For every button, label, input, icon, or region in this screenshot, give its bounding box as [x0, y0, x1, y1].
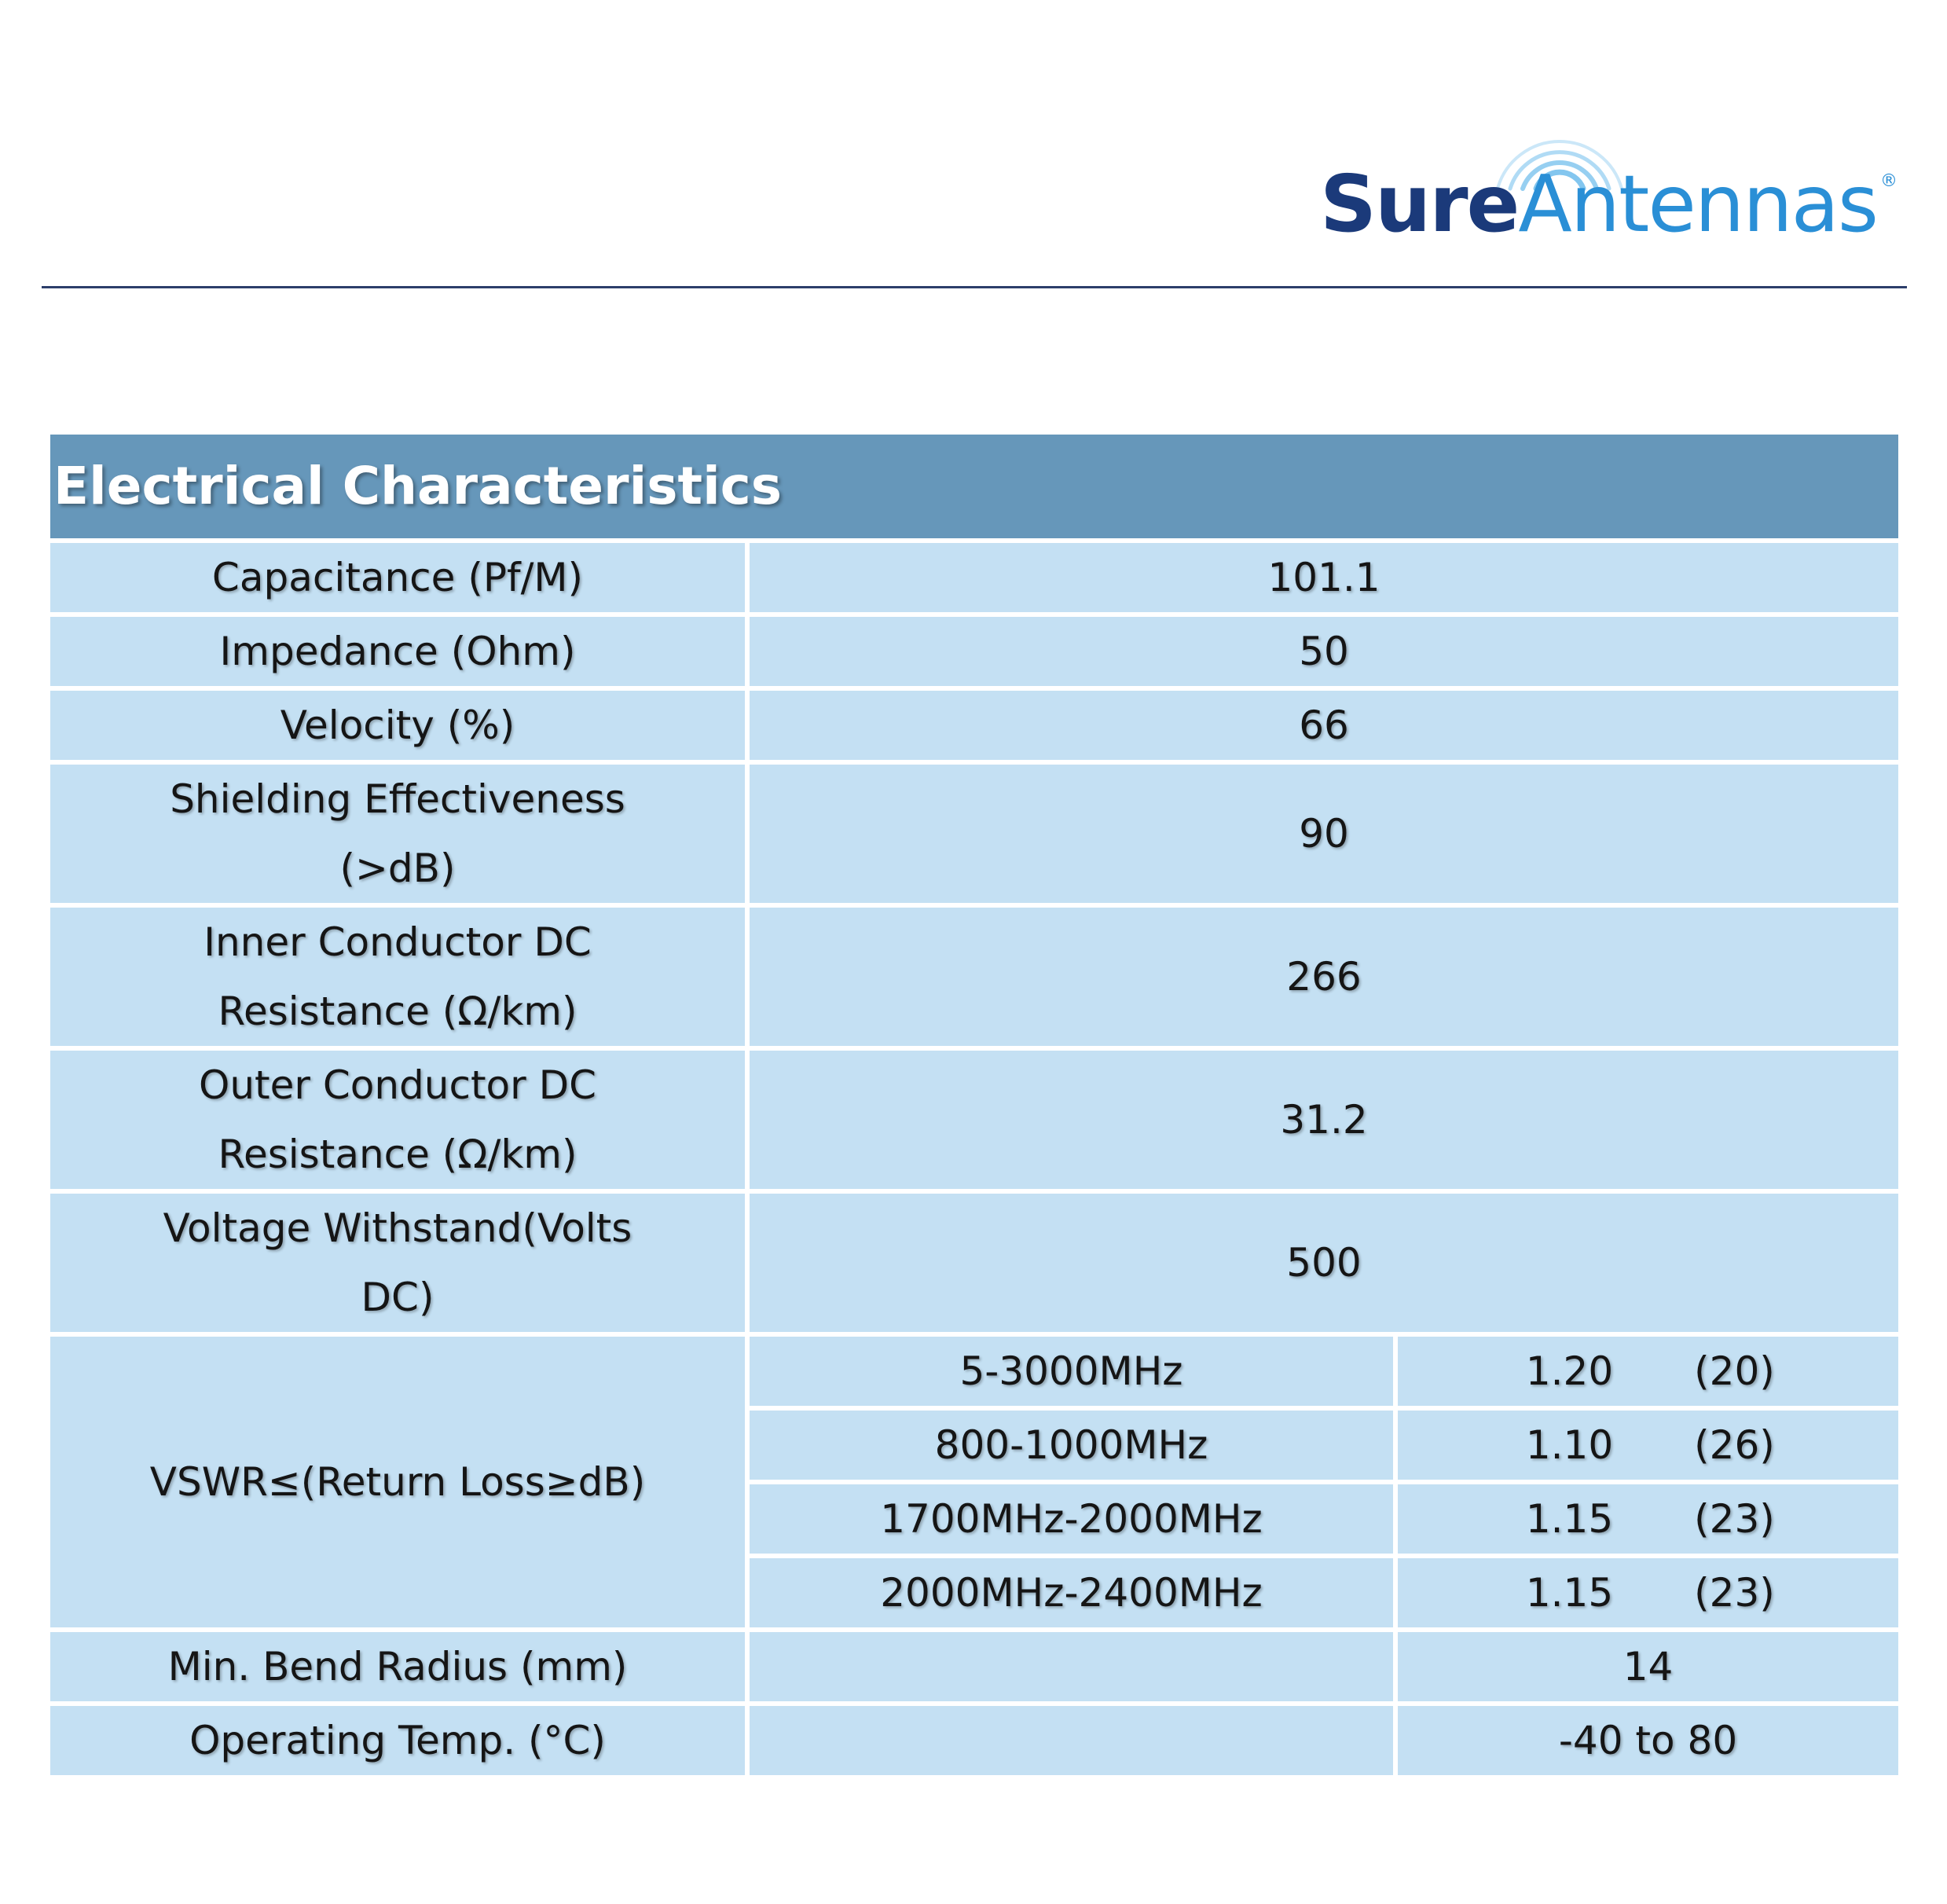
- vswr-row: 800-1000MHz 1.10 (26): [50, 1411, 1899, 1484]
- row-value: 66: [750, 691, 1899, 765]
- vswr-label: VSWR≤(Return Loss≥dB): [50, 1337, 750, 1632]
- vswr-row: VSWR≤(Return Loss≥dB) 5-3000MHz 1.20 (20): [50, 1337, 1899, 1632]
- row-label: Impedance (Ohm): [50, 617, 750, 691]
- row-label-line: DC): [361, 1275, 434, 1320]
- row-label-line: (>dB): [339, 846, 456, 891]
- registered-mark: ®: [1880, 171, 1898, 191]
- brand-name-light: Antennas: [1518, 158, 1879, 250]
- row-label-line: Inner Conductor DC: [204, 919, 592, 965]
- vswr-band-value: 1.20 (20): [1398, 1337, 1899, 1411]
- row-value: 101.1: [750, 543, 1899, 617]
- vswr-band-range: 800-1000MHz: [750, 1411, 1398, 1484]
- row-label: Inner Conductor DC Resistance (Ω/km): [50, 908, 750, 1051]
- table-row: Shielding Effectiveness (>dB) 90: [50, 765, 1899, 908]
- row-label: Capacitance (Pf/M): [50, 543, 750, 617]
- brand-name-bold: Sure: [1320, 158, 1520, 250]
- table-row: Velocity (%) 66: [50, 691, 1899, 765]
- row-label: Velocity (%): [50, 691, 750, 765]
- vswr-band-value: 1.15 (23): [1398, 1484, 1899, 1558]
- row-label: Shielding Effectiveness (>dB): [50, 765, 750, 908]
- row-value: 90: [750, 765, 1899, 908]
- row-value: 266: [750, 908, 1899, 1051]
- brand-wordmark: SureAntennas ®: [1320, 165, 1898, 244]
- vswr-band-range: 2000MHz-2400MHz: [750, 1558, 1398, 1632]
- vswr-row: 2000MHz-2400MHz 1.15 (23): [50, 1558, 1899, 1632]
- vswr-value: 1.10: [1525, 1422, 1614, 1468]
- row-label: Min. Bend Radius (mm): [50, 1632, 750, 1706]
- row-label-line: Resistance (Ω/km): [218, 1132, 578, 1177]
- row-label: Outer Conductor DC Resistance (Ω/km): [50, 1051, 750, 1194]
- vswr-value: 1.15: [1525, 1570, 1614, 1616]
- row-label-line: Voltage Withstand(Volts: [163, 1205, 632, 1251]
- row-value: 50: [750, 617, 1899, 691]
- row-label-line: Shielding Effectiveness: [170, 776, 625, 822]
- vswr-value: 1.20: [1525, 1348, 1614, 1394]
- vswr-band-value: 1.15 (23): [1398, 1558, 1899, 1632]
- row-label: Operating Temp. (°C): [50, 1706, 750, 1780]
- empty-cell: [750, 1706, 1398, 1780]
- table-row: Operating Temp. (°C) -40 to 80: [50, 1706, 1899, 1780]
- return-loss-value: (23): [1694, 1496, 1775, 1542]
- return-loss-value: (23): [1694, 1570, 1775, 1616]
- row-label-line: Outer Conductor DC: [198, 1062, 597, 1108]
- vswr-band-range: 1700MHz-2000MHz: [750, 1484, 1398, 1558]
- row-label-line: Resistance (Ω/km): [218, 989, 578, 1034]
- table-row: Inner Conductor DC Resistance (Ω/km) 266: [50, 908, 1899, 1051]
- vswr-row: 1700MHz-2000MHz 1.15 (23): [50, 1484, 1899, 1558]
- table-title: Electrical Characteristics: [50, 435, 1899, 543]
- brand-logo: SureAntennas ®: [1320, 110, 1917, 244]
- row-value: 31.2: [750, 1051, 1899, 1194]
- vswr-value: 1.15: [1525, 1496, 1614, 1542]
- table-row: Outer Conductor DC Resistance (Ω/km) 31.…: [50, 1051, 1899, 1194]
- row-value: -40 to 80: [1398, 1706, 1899, 1780]
- row-value: 500: [750, 1194, 1899, 1337]
- header-divider: [42, 286, 1907, 288]
- electrical-characteristics-table: Electrical Characteristics Capacitance (…: [50, 435, 1899, 1780]
- return-loss-value: (26): [1694, 1422, 1775, 1468]
- row-label: Voltage Withstand(Volts DC): [50, 1194, 750, 1337]
- return-loss-value: (20): [1694, 1348, 1775, 1394]
- vswr-band-range: 5-3000MHz: [750, 1337, 1398, 1411]
- table-row: Capacitance (Pf/M) 101.1: [50, 543, 1899, 617]
- table-row: Min. Bend Radius (mm) 14: [50, 1632, 1899, 1706]
- table-row: Voltage Withstand(Volts DC) 500: [50, 1194, 1899, 1337]
- empty-cell: [750, 1632, 1398, 1706]
- row-value: 14: [1398, 1632, 1899, 1706]
- table-row: Impedance (Ohm) 50: [50, 617, 1899, 691]
- vswr-band-value: 1.10 (26): [1398, 1411, 1899, 1484]
- signal-waves-icon: [1496, 140, 1623, 192]
